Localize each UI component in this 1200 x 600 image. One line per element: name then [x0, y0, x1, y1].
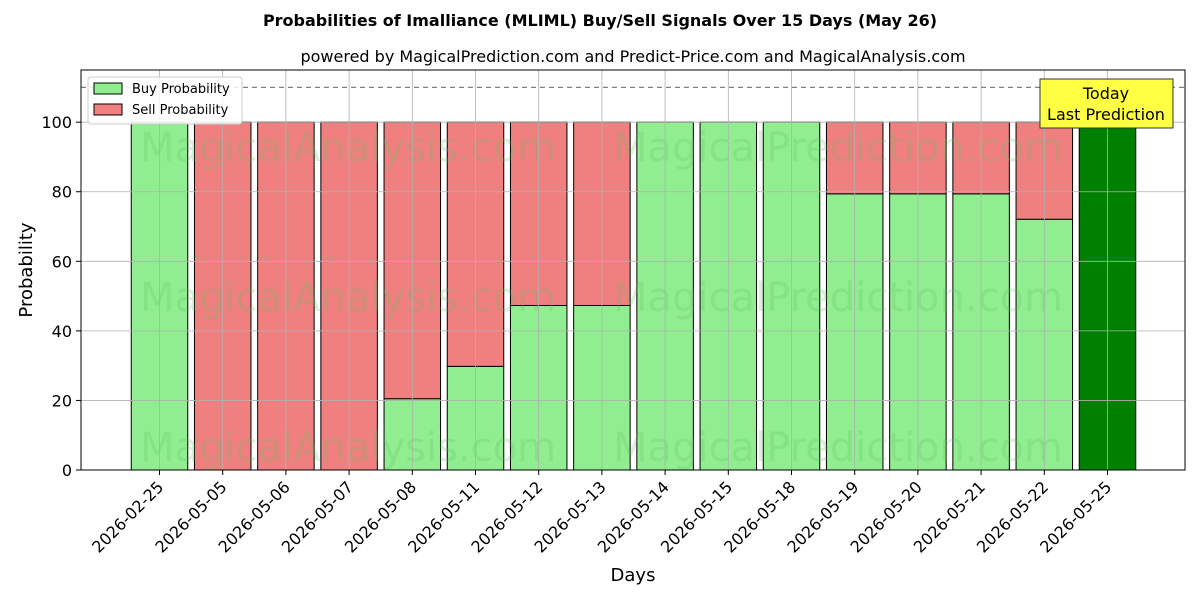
x-axis-label: Days [611, 565, 656, 586]
annotation-text: Last Prediction [1047, 105, 1165, 124]
watermark-text: MagicalPrediction.com [613, 425, 1063, 471]
y-axis-label: Probability [16, 222, 37, 317]
annotation-box [1039, 78, 1174, 129]
y-tick-label: 80 [52, 183, 72, 202]
legend-label-buy: Buy Probability [132, 82, 230, 97]
y-tick-label: 100 [41, 113, 72, 132]
watermark-text: MagicalPrediction.com [613, 275, 1063, 321]
y-tick-label: 60 [52, 252, 72, 271]
watermark-text: MagicalAnalysis.com [140, 425, 556, 471]
chart-subtitle: powered by MagicalPrediction.com and Pre… [300, 47, 965, 66]
legend-swatch-sell [93, 103, 123, 116]
watermark-text: MagicalAnalysis.com [140, 275, 556, 321]
watermark-text: MagicalAnalysis.com [140, 125, 556, 171]
y-tick-label: 40 [52, 322, 72, 341]
chart-title: Probabilities of Imalliance (MLIML) Buy/… [263, 11, 937, 30]
plot-frame [80, 69, 1186, 471]
y-tick-label: 0 [62, 461, 72, 480]
y-tick-label: 20 [52, 391, 72, 410]
legend-box [87, 76, 243, 125]
legend-swatch-buy [93, 82, 123, 95]
annotation-text: Today [1082, 84, 1129, 103]
legend-label-sell: Sell Probability [132, 103, 229, 118]
watermark-text: MagicalPrediction.com [613, 125, 1063, 171]
